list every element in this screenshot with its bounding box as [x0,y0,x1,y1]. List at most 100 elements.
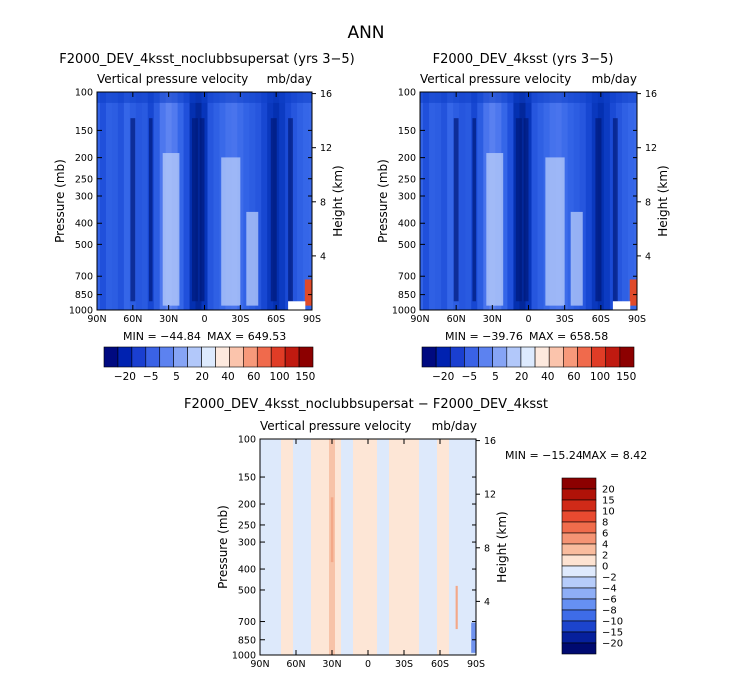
contour-field [260,439,476,655]
warm-streak [330,497,334,563]
panel-3-units: mb/day [432,419,477,433]
colorbar-label: 5 [492,371,499,383]
y2-axis-label: Height (km) [331,165,345,236]
colorbar-label: 60 [247,371,260,383]
colorbar-swatch [131,346,147,368]
field-column [255,92,262,310]
panel-3-title: F2000_DEV_4ksst_noclubbsupersat − F2000_… [184,397,548,412]
field-column [447,92,454,310]
x-tick-label: 30S [395,659,413,670]
panel-2-subtitle: Vertical pressure velocity [420,72,571,86]
colorbar-label: −20 [114,371,136,383]
x-tick-label: 60N [123,314,142,325]
field-column [269,439,276,655]
y2-tick-label: 8 [645,197,651,208]
colorbar-label: −5 [462,371,477,383]
field-column [309,92,312,310]
descent-core [612,118,618,302]
y-tick-label: 400 [75,219,93,230]
surface-mask [288,301,306,310]
field-column [201,92,209,310]
x-tick-label: 0 [365,659,371,670]
y-tick-label: 700 [75,272,93,283]
upper-band [97,92,312,103]
y2-axis-label: Height (km) [495,511,509,582]
x-tick-label: 60N [447,314,466,325]
field-column [153,92,161,310]
field-column [135,92,143,310]
y-tick-label: 300 [398,192,416,203]
y2-tick-label: 16 [484,436,496,447]
y2-tick-label: 4 [484,597,490,608]
colorbar-swatch [605,346,621,368]
cool-spot [471,622,476,653]
y-tick-label: 1000 [232,651,256,662]
upper-band [420,92,637,103]
surface-maximum [629,279,637,306]
field-column [377,439,384,655]
x-tick-label: 90S [628,314,646,325]
colorbar-swatch [506,346,522,368]
y2-tick-label: 4 [320,251,326,262]
field-column [627,92,635,310]
field-column [423,92,430,310]
field-column [537,92,545,310]
colorbar-swatch [561,554,597,567]
descent-core [472,118,477,302]
colorbar-swatch [464,346,479,368]
field-column [279,92,286,310]
colorbar-swatch [284,346,300,368]
colorbar-swatch [577,346,592,368]
y-tick-label: 250 [75,174,93,185]
field-column [443,439,450,655]
colorbar-label: 100 [270,371,290,383]
colorbar-swatch [145,346,161,368]
colorbar-swatch [561,521,597,534]
surface-mask [612,301,631,310]
y2-tick-label: 12 [484,490,496,501]
colorbar-swatch [298,346,314,368]
field-column [407,439,414,655]
ascent-lobe [570,211,583,306]
ascent-lobe [545,157,565,306]
colorbar-swatch [270,346,286,368]
x-tick-label: 30N [483,314,502,325]
field-column [435,92,442,310]
y-tick-label: 300 [75,192,93,203]
field-column [395,439,402,655]
ascent-lobe [162,153,180,306]
field-column [249,92,256,310]
field-column [383,439,390,655]
x-tick-label: 60S [267,314,285,325]
field-column [177,92,185,310]
y2-tick-label: 12 [645,143,657,154]
colorbar-swatch [520,346,536,368]
y2-tick-label: 12 [320,143,332,154]
descent-core [191,118,198,302]
field-column [275,439,282,655]
panel-1-plot: 100 150 200 250 300 400 500 700 850 1000 4 8 12 16 90N… [53,88,345,326]
panel-1-units: mb/day [267,72,312,86]
colorbar-swatch [256,346,272,368]
field-column [141,92,149,310]
colorbar-label: −15 [602,628,623,639]
y-tick-label: 200 [398,153,416,164]
colorbar-label: 20 [602,485,615,496]
y2-tick-label: 8 [320,197,326,208]
x-tick-label: 90N [250,659,269,670]
field-column [591,92,599,310]
field-column [299,439,306,655]
colorbar-label: 10 [602,507,615,518]
y-axis-label: Pressure (mb) [376,159,390,243]
y-tick-label: 100 [75,88,93,99]
field-column [323,439,330,655]
colorbar-label: 5 [173,371,180,383]
field-column [437,439,444,655]
colorbar-label: 0 [602,562,608,573]
panel-3-max-label: MAX = 8.42 [582,449,647,462]
colorbar-label: −2 [602,573,617,584]
field-column [579,92,587,310]
colorbar-label: −20 [432,371,454,383]
colorbar-swatch [561,609,597,622]
